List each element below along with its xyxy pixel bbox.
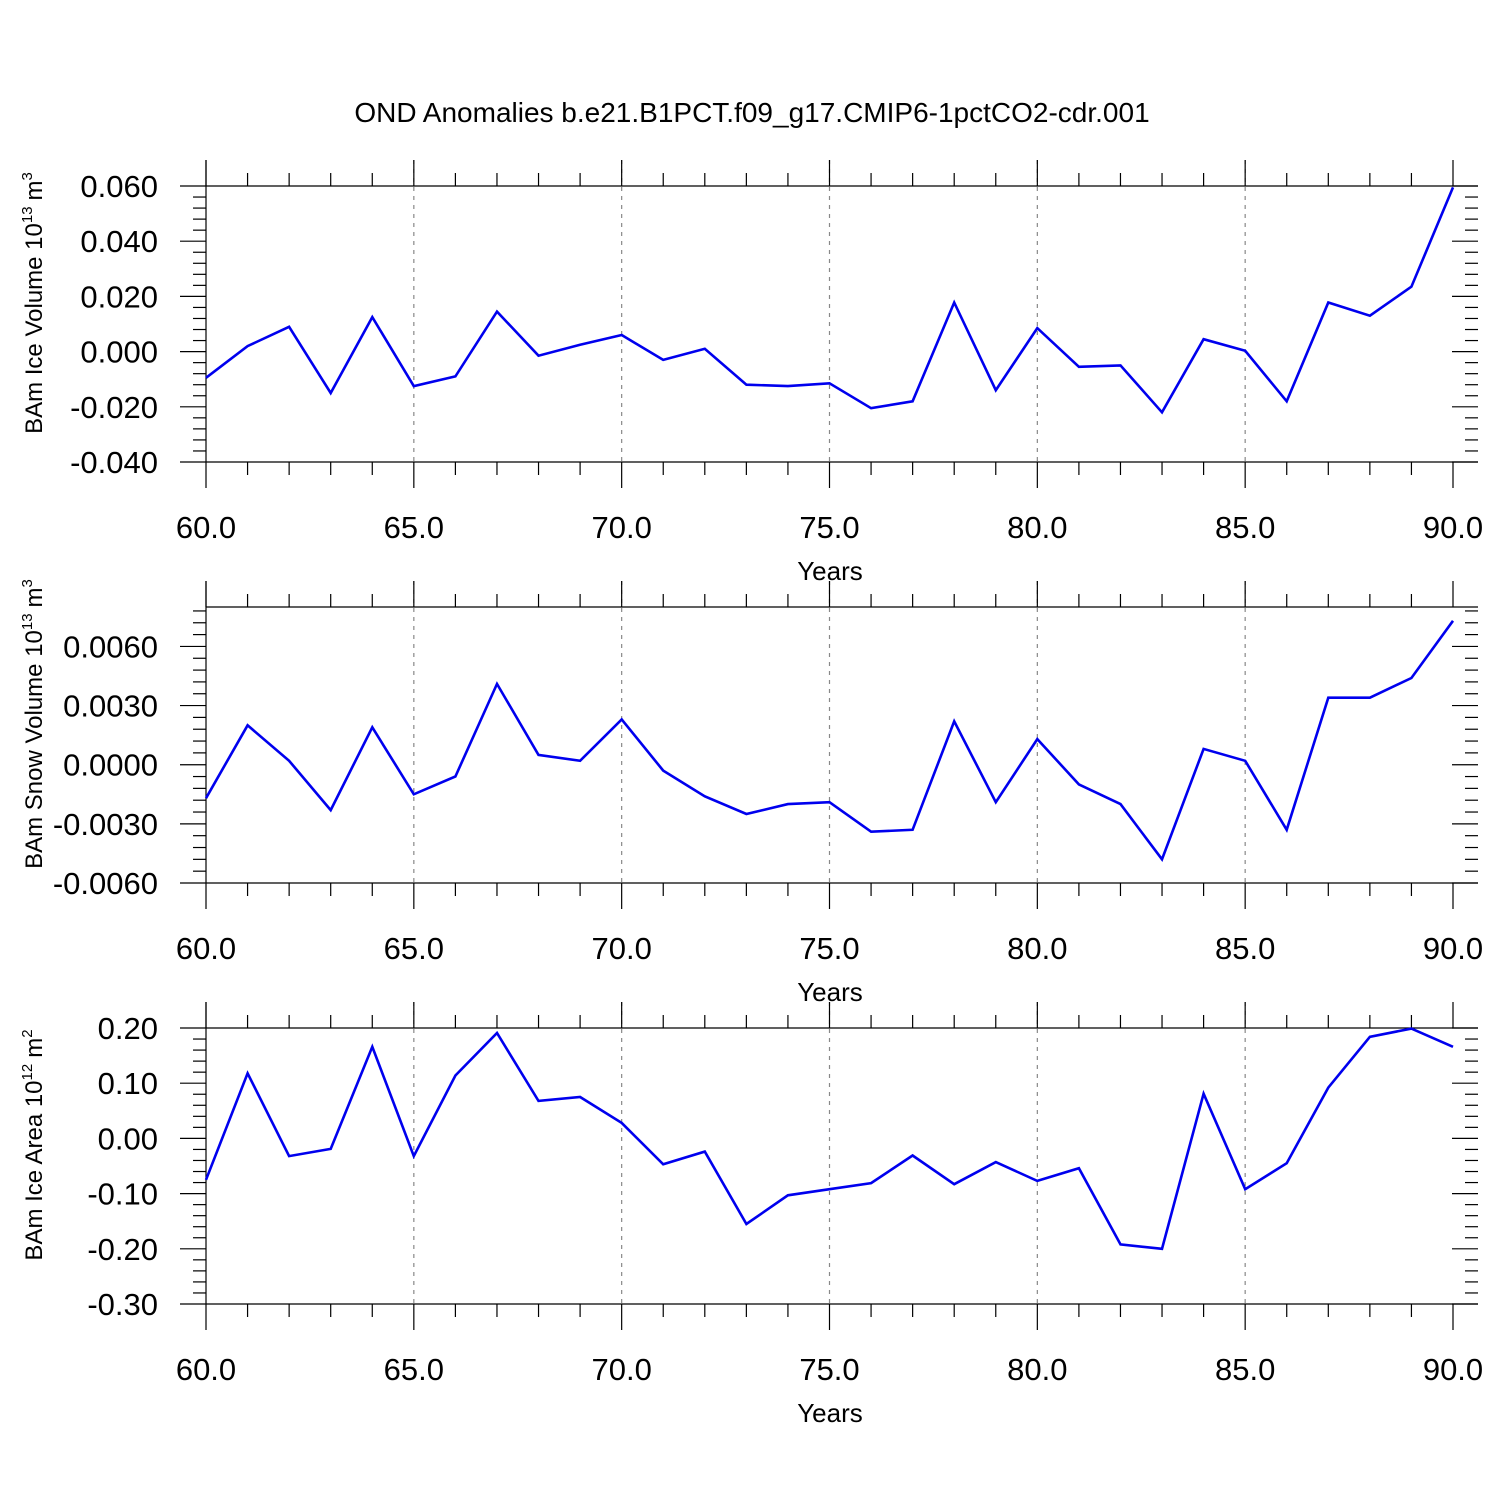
y-axis-label-unit: m: [21, 1038, 48, 1058]
x-tick-label: 90.0: [1423, 1352, 1483, 1387]
x-tick-label: 60.0: [176, 1352, 236, 1387]
y-axis-label-unit-exponent: 2: [19, 1029, 36, 1037]
x-tick-label: 70.0: [591, 931, 651, 966]
y-tick-label: -0.0030: [53, 807, 158, 842]
y-tick-label: 0.0000: [63, 748, 158, 783]
x-tick-label: 75.0: [799, 931, 859, 966]
y-axis-label-text: BAm Ice Volume 10: [21, 223, 48, 434]
x-tick-label: 85.0: [1215, 510, 1275, 545]
y-tick-label: -0.20: [87, 1232, 158, 1267]
y-tick-label: 0.0030: [63, 689, 158, 724]
y-axis-label: BAm Snow Volume 1013 m3: [19, 579, 48, 869]
y-tick-label: -0.0060: [53, 866, 158, 901]
y-axis-label-unit: m: [21, 180, 48, 200]
panels: 60.0 65.0 70.0 75.0 80.0 85.0 90.0 -0.040 -0.020…: [19, 160, 1483, 1428]
x-tick-label: 65.0: [384, 931, 444, 966]
panel-ice-volume: 60.0 65.0 70.0 75.0 80.0 85.0 90.0 -0.040 -0.020…: [19, 160, 1483, 586]
x-tick-label: 70.0: [591, 1352, 651, 1387]
x-tick-label: 60.0: [176, 931, 236, 966]
y-axis-label-exponent: 13: [19, 613, 36, 630]
x-tick-label: 85.0: [1215, 931, 1275, 966]
x-tick-label: 70.0: [591, 510, 651, 545]
y-axis-label-exponent: 12: [19, 1064, 36, 1081]
panel-ice-area: 60.0 65.0 70.0 75.0 80.0 85.0 90.0 -0.30 -0.20 -0…: [19, 1002, 1483, 1428]
x-axis-label: Years: [797, 1398, 863, 1428]
x-tick-label: 65.0: [384, 510, 444, 545]
y-tick-label: -0.10: [87, 1177, 158, 1212]
figure-title: OND Anomalies b.e21.B1PCT.f09_g17.CMIP6-…: [354, 97, 1149, 128]
x-tick-label: 75.0: [799, 510, 859, 545]
y-axis-label-exponent: 13: [19, 206, 36, 223]
y-tick-label: 0.060: [80, 169, 158, 204]
x-tick-label: 60.0: [176, 510, 236, 545]
x-tick-label: 90.0: [1423, 510, 1483, 545]
y-tick-label: 0.040: [80, 224, 158, 259]
y-tick-label: -0.020: [70, 390, 158, 425]
x-tick-label: 85.0: [1215, 1352, 1275, 1387]
y-tick-label: 0.00: [98, 1121, 158, 1156]
panel-snow-volume: 60.0 65.0 70.0 75.0 80.0 85.0 90.0 -0.0060 -0.00…: [19, 579, 1483, 1007]
y-axis-label-text: BAm Ice Area 10: [21, 1080, 48, 1260]
y-tick-label: -0.040: [70, 445, 158, 480]
y-tick-label: 0.10: [98, 1066, 158, 1101]
y-tick-label: 0.20: [98, 1011, 158, 1046]
y-axis-label: BAm Ice Area 1012 m2: [19, 1029, 48, 1260]
x-tick-label: 90.0: [1423, 931, 1483, 966]
x-tick-label: 80.0: [1007, 1352, 1067, 1387]
y-axis-label-text: BAm Snow Volume 10: [21, 630, 48, 869]
y-tick-label: 0.0060: [63, 629, 158, 664]
x-tick-label: 80.0: [1007, 931, 1067, 966]
y-tick-label: -0.30: [87, 1287, 158, 1322]
y-axis-label: BAm Ice Volume 1013 m3: [19, 172, 48, 434]
x-tick-label: 75.0: [799, 1352, 859, 1387]
y-axis-label-unit-exponent: 3: [19, 172, 36, 180]
x-tick-label: 65.0: [384, 1352, 444, 1387]
y-tick-label: 0.020: [80, 279, 158, 314]
y-tick-label: 0.000: [80, 335, 158, 370]
y-axis-label-unit-exponent: 3: [19, 579, 36, 587]
x-tick-label: 80.0: [1007, 510, 1067, 545]
y-axis-label-unit: m: [21, 587, 48, 607]
